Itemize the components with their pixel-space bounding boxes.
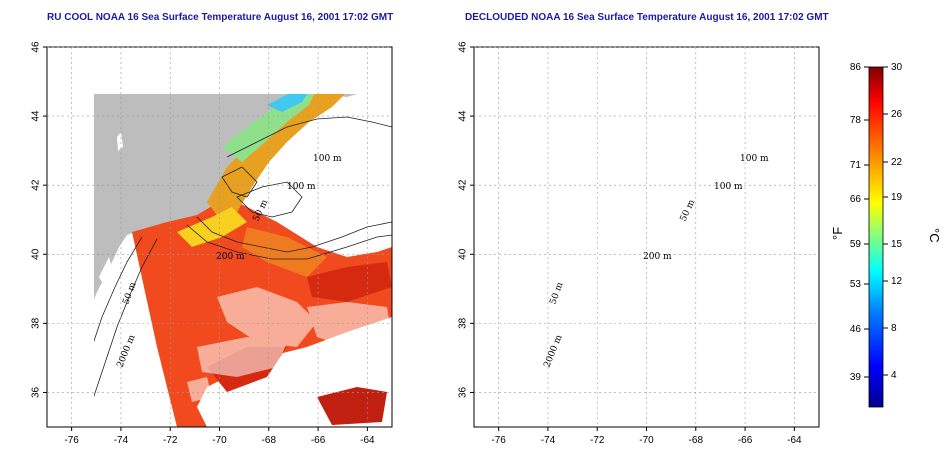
contour-label: 100 m	[740, 154, 769, 164]
y-tick-label: 36	[31, 386, 42, 398]
colorbar-c-label: 26	[891, 109, 903, 120]
x-tick-label: -74	[114, 435, 129, 446]
grid-panel-2: -76 -74 -72 -70 -68 -66 -64 46 44 42 40 38 36	[458, 41, 819, 446]
colorbar-c-label: 22	[891, 157, 903, 168]
colorbar-unit-fahrenheit: °F	[830, 227, 845, 240]
x-tick-label: -64	[360, 435, 375, 446]
colorbar-f-label: 66	[850, 194, 862, 205]
colorbar-f-label: 71	[850, 160, 862, 171]
x-tick-label: -76	[491, 435, 506, 446]
y-tick-label: 38	[31, 317, 42, 329]
y-tick-label: 42	[31, 179, 42, 191]
colorbar-c-label: 8	[891, 323, 897, 334]
y-tick-label: 46	[31, 41, 42, 53]
colorbar-f-label: 53	[850, 279, 862, 290]
y-tick-label: 36	[458, 386, 469, 398]
colorbar-gradient	[868, 66, 884, 408]
contour-label: 100 m	[287, 182, 316, 192]
colorbar-f-label: 46	[850, 324, 862, 335]
x-tick-label: -72	[163, 435, 178, 446]
colorbar-f-label: 78	[850, 115, 862, 126]
x-tick-label: -76	[64, 435, 79, 446]
x-tick-label: -68	[262, 435, 277, 446]
contour-label: 100 m	[714, 182, 743, 192]
grid-panel-1: -76 -74 -72 -70 -68 -66 -64 46 44 42 40 38 36	[31, 41, 392, 446]
panel-2-title: DECLOUDED NOAA 16 Sea Surface Temperatur…	[465, 12, 829, 23]
colorbar: 86 78 71 66 59 53 46 39 30 26 22 19 15 12 8 4 °F °C	[830, 62, 942, 408]
x-tick-label: -66	[738, 435, 753, 446]
colorbar-c-label: 30	[891, 62, 903, 73]
x-tick-label: -74	[541, 435, 556, 446]
y-tick-label: 46	[458, 41, 469, 53]
colorbar-c-label: 4	[891, 370, 897, 381]
y-tick-label: 38	[458, 317, 469, 329]
colorbar-f-label: 86	[850, 62, 862, 73]
colorbar-f-label: 59	[850, 239, 862, 250]
colorbar-unit-celsius: °C	[927, 228, 942, 243]
panel-1-title: RU COOL NOAA 16 Sea Surface Temperature …	[47, 12, 394, 23]
x-tick-label: -70	[212, 435, 227, 446]
contour-label: 200 m	[643, 252, 672, 262]
y-tick-label: 42	[458, 179, 469, 191]
x-tick-label: -68	[689, 435, 704, 446]
colorbar-c-label: 12	[891, 276, 903, 287]
x-tick-label: -70	[639, 435, 654, 446]
colorbar-c-label: 15	[891, 239, 903, 250]
y-tick-label: 44	[31, 110, 42, 122]
y-tick-label: 44	[458, 110, 469, 122]
x-tick-label: -72	[590, 435, 605, 446]
colorbar-f-label: 39	[850, 372, 862, 383]
x-tick-label: -64	[787, 435, 802, 446]
y-tick-label: 40	[458, 248, 469, 260]
x-tick-label: -66	[311, 435, 326, 446]
colorbar-c-label: 19	[891, 192, 903, 203]
y-tick-label: 40	[31, 248, 42, 260]
contour-label: 200 m	[216, 252, 245, 262]
contour-label: 100 m	[313, 154, 342, 164]
